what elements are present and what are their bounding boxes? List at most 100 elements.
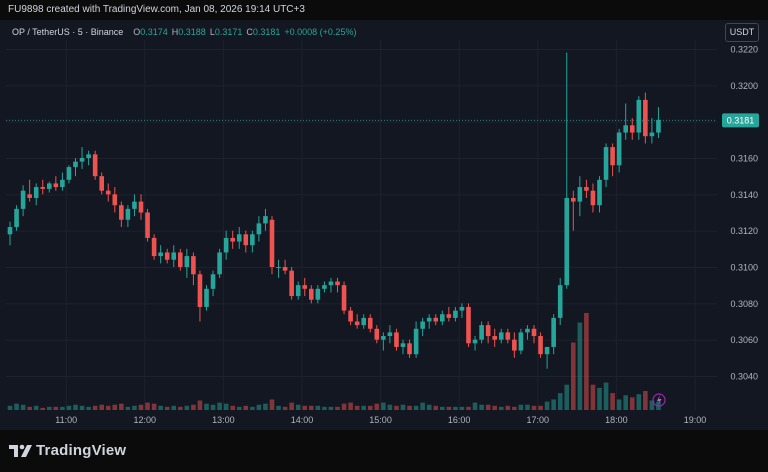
candle-body [197,274,203,307]
symbol-legend[interactable]: OP / TetherUS · 5 · Binance O 0.3174 H 0.3… [12,27,356,37]
chart-frame[interactable] [6,20,763,430]
price-tick-label: 0.3040 [730,372,758,382]
volume-bar [14,403,19,410]
candle-body [584,187,589,191]
candle-body [158,252,163,257]
candle-body [282,267,288,271]
volume-bar [610,393,615,410]
volume-bar [420,402,425,410]
volume-bar [243,405,249,410]
candle-body [315,288,321,300]
volume-bar [505,405,511,410]
candle-body [577,187,583,202]
lightning-icon[interactable] [652,393,666,407]
volume-bar [367,405,373,410]
volume-bar [302,405,308,410]
candle-body [636,99,642,133]
candle-body [335,281,340,286]
candle-body [564,197,570,286]
volume-bar [433,405,439,410]
volume-bar [571,342,576,410]
last-price-label: 0.3181 [727,115,755,125]
brand-name: TradingView [36,442,127,459]
volume-bar [79,405,85,410]
candle-body [354,321,360,326]
candle-body [105,190,111,195]
candle-body [557,285,563,318]
volume-bar [498,406,504,410]
volume-bar [361,405,366,410]
volume-bar [551,399,556,410]
candle-body [348,310,353,322]
volume-bar [204,403,209,410]
volume-bar [236,406,242,410]
volume-bar [426,404,432,410]
volume-bar [584,313,589,410]
candle-body [66,167,72,180]
volume-bar [492,405,497,410]
candle-body [53,183,59,188]
candle-body [505,332,511,340]
candle-body [178,252,183,267]
candle-body [295,285,301,297]
volume-bar [649,400,655,410]
price-tick-label: 0.3080 [730,299,758,309]
volume-bar [387,404,393,410]
candle-body [132,201,137,209]
volume-bar [328,406,334,410]
volume-bar [466,406,471,410]
candle-body [73,161,78,168]
candle-body [394,332,399,347]
candle-body [92,154,98,177]
volume-bar [459,406,465,410]
candle-body [223,237,229,253]
candle-body [498,332,504,340]
price-tick-label: 0.3160 [730,154,758,164]
candle-body [243,234,249,246]
candle-body [86,154,91,158]
volume-bar [544,401,550,410]
close-label: C [246,27,253,37]
high-label: H [171,27,179,37]
time-tick-label: 16:00 [448,415,471,425]
volume-bar [178,406,183,410]
candle-body [151,237,157,257]
time-tick-label: 13:00 [212,415,235,425]
symbol-name[interactable]: OP / TetherUS · 5 · Binance [12,27,124,37]
quote-currency-badge[interactable]: USDT [725,23,759,42]
tradingview-logo-icon [9,444,32,457]
candle-body [191,256,196,275]
volume-bar [538,405,543,410]
volume-bar [184,405,190,410]
volume-bar [512,406,517,410]
volume-bar [164,406,170,410]
candle-body [33,187,39,198]
volume-bar [112,404,118,410]
candle-body [420,321,425,329]
price-tick-label: 0.3120 [730,226,758,236]
time-tick-label: 18:00 [605,415,628,425]
volume-bar [7,405,13,410]
low-label: L [209,27,215,37]
open-label: O [133,27,141,37]
candle-body [603,147,609,180]
volume-bar [525,404,530,410]
volume-bar [105,405,111,410]
volume-bar [309,405,314,410]
candle-body [381,336,386,340]
candle-body [250,234,255,246]
candle-body [538,336,543,355]
volume-bar [269,399,275,410]
candle-body [40,187,46,189]
volume-bar [40,407,46,410]
candle-body [112,194,118,206]
volume-bar [289,402,294,410]
volume-bar [472,402,478,410]
volume-bar [603,382,609,410]
time-tick-label: 14:00 [291,415,314,425]
candle-body [341,285,347,311]
candle-body [433,317,439,322]
volume-bar [158,405,163,410]
volume-bar [413,405,419,410]
